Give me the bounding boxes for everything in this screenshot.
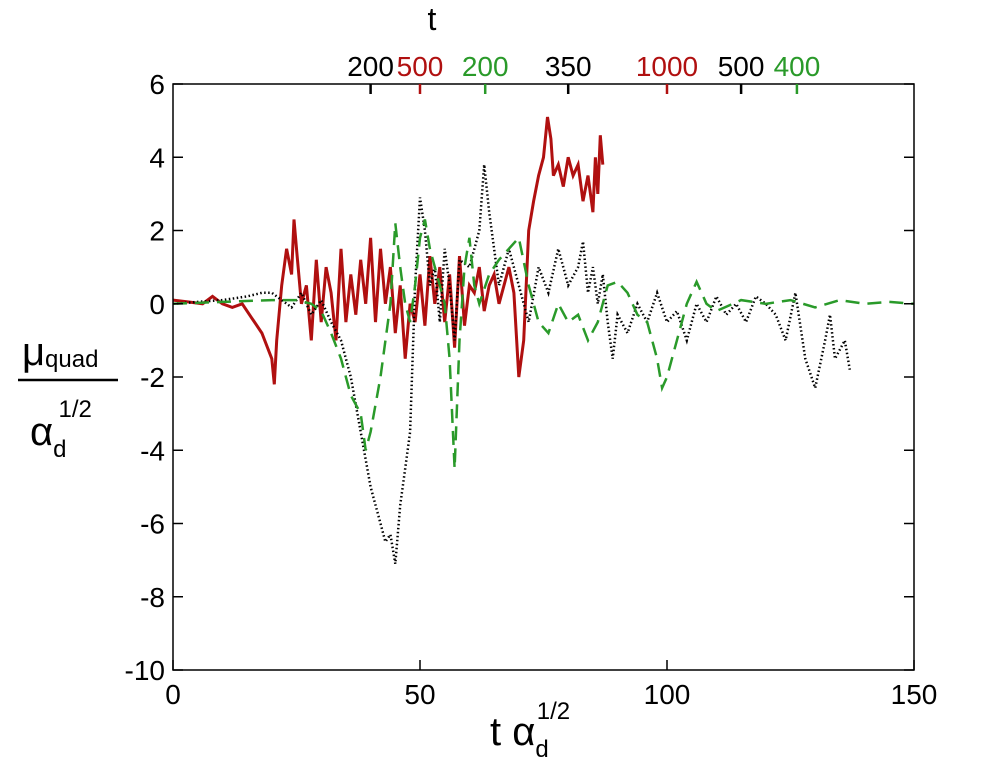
x-tick-label: 0: [165, 679, 181, 710]
x-tick-label: 150: [891, 679, 938, 710]
x-axis-title: t αd 1/2: [490, 698, 570, 763]
series-line: [172, 164, 852, 565]
top-tick-label: 500: [718, 51, 765, 82]
y-tick-label: -8: [140, 582, 165, 613]
y-denominator-main: α: [30, 410, 53, 454]
x-axis-title-main: t α: [490, 710, 535, 754]
y-numerator-sub: quad: [45, 346, 98, 373]
y-denominator-sup: 1/2: [58, 396, 91, 423]
x-axis-title-sup: 1/2: [537, 698, 570, 725]
plot-frame: [172, 83, 915, 671]
series-line: [172, 116, 605, 385]
top-tick-label: 200: [347, 51, 394, 82]
y-tick-label: 4: [149, 142, 165, 173]
y-tick-label: 0: [149, 289, 165, 320]
y-tick-label: -4: [140, 435, 165, 466]
top-tick-label: 500: [397, 51, 444, 82]
y-numerator-main: μ: [22, 330, 45, 374]
x-axis-title-sub: d: [535, 736, 548, 763]
y-tick-label: -6: [140, 509, 165, 540]
x-tick-label: 100: [644, 679, 691, 710]
y-denominator-sub: d: [53, 436, 66, 463]
top-tick-label: 350: [545, 51, 592, 82]
top-axis-title: t: [428, 1, 437, 37]
top-tick-label: 200: [462, 51, 509, 82]
y-tick-label: -10: [125, 655, 165, 686]
y-axis-title-numerator: μquad: [22, 330, 98, 374]
y-tick-label: -2: [140, 362, 165, 393]
top-tick-label: 400: [774, 51, 821, 82]
y-tick-label: 2: [149, 216, 165, 247]
top-tick-label: 1000: [636, 51, 698, 82]
y-tick-label: 6: [149, 69, 165, 100]
series-line: [172, 219, 915, 469]
y-axis-title-denominator: αd 1/2: [30, 396, 92, 463]
x-tick-label: 50: [404, 679, 435, 710]
